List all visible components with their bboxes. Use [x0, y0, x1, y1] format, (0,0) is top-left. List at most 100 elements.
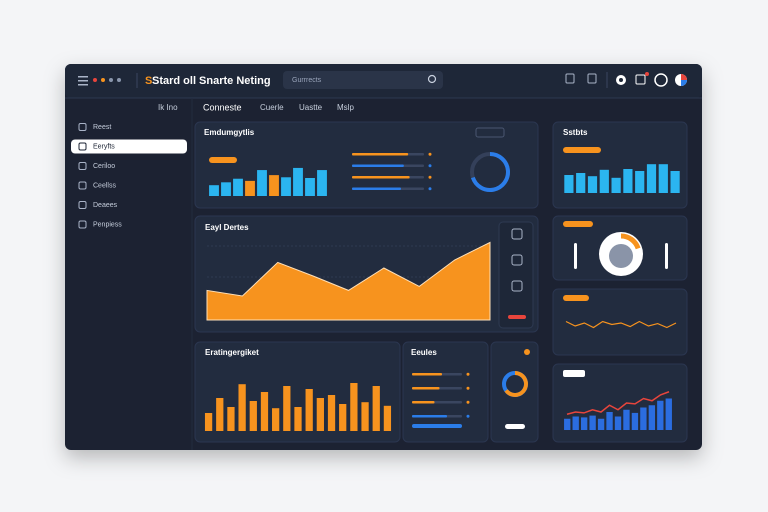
side-strip — [498, 221, 534, 329]
menu-icon[interactable] — [78, 76, 88, 86]
progress-fill — [412, 373, 442, 376]
line — [566, 391, 670, 415]
nav-bar: Ik Ino Conneste Cuerle Uastte Mslp — [158, 102, 354, 112]
card-button[interactable] — [475, 127, 505, 138]
bar — [635, 171, 645, 193]
sidebar-item[interactable]: Eeryfts — [93, 143, 115, 150]
dot — [93, 78, 97, 82]
toggle[interactable] — [505, 424, 525, 429]
strip-icon[interactable] — [511, 228, 523, 240]
logo-mark: S — [145, 75, 152, 87]
strip-toggle[interactable] — [508, 315, 526, 319]
bar — [665, 398, 672, 430]
bar — [283, 386, 291, 431]
gauge-core — [609, 244, 633, 268]
progress-fill — [352, 187, 401, 190]
nav-item[interactable]: Mslp — [337, 103, 354, 112]
progress-end — [428, 152, 432, 156]
tag — [209, 157, 237, 163]
bar — [269, 175, 279, 196]
sidebar-icon — [78, 123, 87, 131]
sidebar-icon — [78, 201, 87, 209]
currency-icon[interactable] — [654, 73, 668, 87]
bar — [221, 182, 231, 196]
bar — [606, 412, 613, 430]
nav-item[interactable]: Conneste — [203, 102, 242, 112]
progress-fill — [412, 387, 440, 390]
bar — [316, 398, 324, 431]
card-title: Emdumgytlis — [204, 128, 255, 137]
bar — [204, 413, 213, 431]
sidebar-active-bg — [71, 139, 187, 154]
sidebar-item[interactable]: Ceriloo — [93, 163, 115, 170]
strip-icon[interactable] — [511, 280, 523, 292]
bar — [614, 416, 622, 430]
bar — [257, 170, 267, 196]
strip-icon[interactable] — [511, 254, 523, 266]
bar — [572, 416, 579, 430]
sidebar-item[interactable]: Ceellss — [93, 182, 116, 189]
toggle[interactable] — [524, 349, 530, 355]
progress-fill — [412, 415, 447, 418]
bar — [238, 384, 246, 431]
bar — [646, 164, 657, 193]
progress-fill — [352, 153, 409, 156]
progress-end — [466, 386, 470, 390]
bar — [640, 407, 647, 430]
top-icons — [565, 72, 687, 88]
bar — [227, 407, 235, 431]
progress-fill — [352, 164, 404, 167]
gauge-arc — [620, 233, 641, 250]
search-placeholder: Gurrrects — [292, 77, 322, 84]
bar — [623, 169, 633, 193]
bar — [281, 177, 291, 196]
bar — [587, 176, 598, 193]
bar — [657, 400, 664, 430]
line — [565, 320, 677, 329]
search-icon[interactable] — [427, 74, 437, 84]
progress-end — [466, 400, 470, 404]
bar — [233, 178, 243, 196]
bar — [350, 383, 358, 431]
bar — [209, 185, 219, 196]
icon[interactable] — [587, 73, 597, 84]
icon[interactable] — [565, 73, 575, 84]
bar — [648, 405, 656, 430]
progress-end — [428, 175, 432, 179]
bar — [658, 164, 668, 193]
bar — [305, 389, 313, 431]
card-title: Eeules — [411, 348, 437, 357]
content: Emdumgytlis Sstbts Eayl Dertes Eratingergik… — [194, 121, 688, 443]
sidebar-item[interactable]: Deaees — [93, 202, 118, 209]
cart-icon[interactable] — [635, 74, 646, 85]
bar — [249, 401, 257, 431]
card-title: Eratingergiket — [205, 348, 259, 357]
sidebar-icon — [78, 142, 87, 151]
sidebar-icon — [78, 181, 87, 190]
donut-arc — [470, 152, 510, 192]
bar — [327, 395, 336, 431]
nav-item[interactable]: Ik Ino — [158, 103, 178, 112]
nav-item[interactable]: Uastte — [299, 103, 323, 112]
progress-fill — [352, 176, 410, 179]
bar — [670, 171, 680, 193]
tag — [563, 295, 589, 301]
bar — [383, 405, 392, 431]
sidebar-item[interactable]: Reest — [93, 124, 111, 131]
progress-end — [466, 372, 470, 376]
app-title: Stard oll Snarte Neting — [152, 75, 271, 87]
nav-item[interactable]: Cuerle — [260, 103, 284, 112]
dot — [117, 78, 121, 82]
bar — [305, 178, 315, 196]
slider[interactable] — [574, 243, 577, 269]
donut-arc — [504, 371, 528, 397]
search-box[interactable] — [283, 71, 443, 89]
slider[interactable] — [665, 243, 668, 269]
card-title: Sstbts — [563, 128, 588, 137]
sidebar-item[interactable]: Penpiess — [93, 221, 122, 228]
bar — [623, 409, 630, 430]
bar — [317, 170, 327, 196]
sidebar-icon — [78, 162, 87, 170]
progress-fill — [412, 401, 435, 404]
bar — [361, 402, 369, 431]
